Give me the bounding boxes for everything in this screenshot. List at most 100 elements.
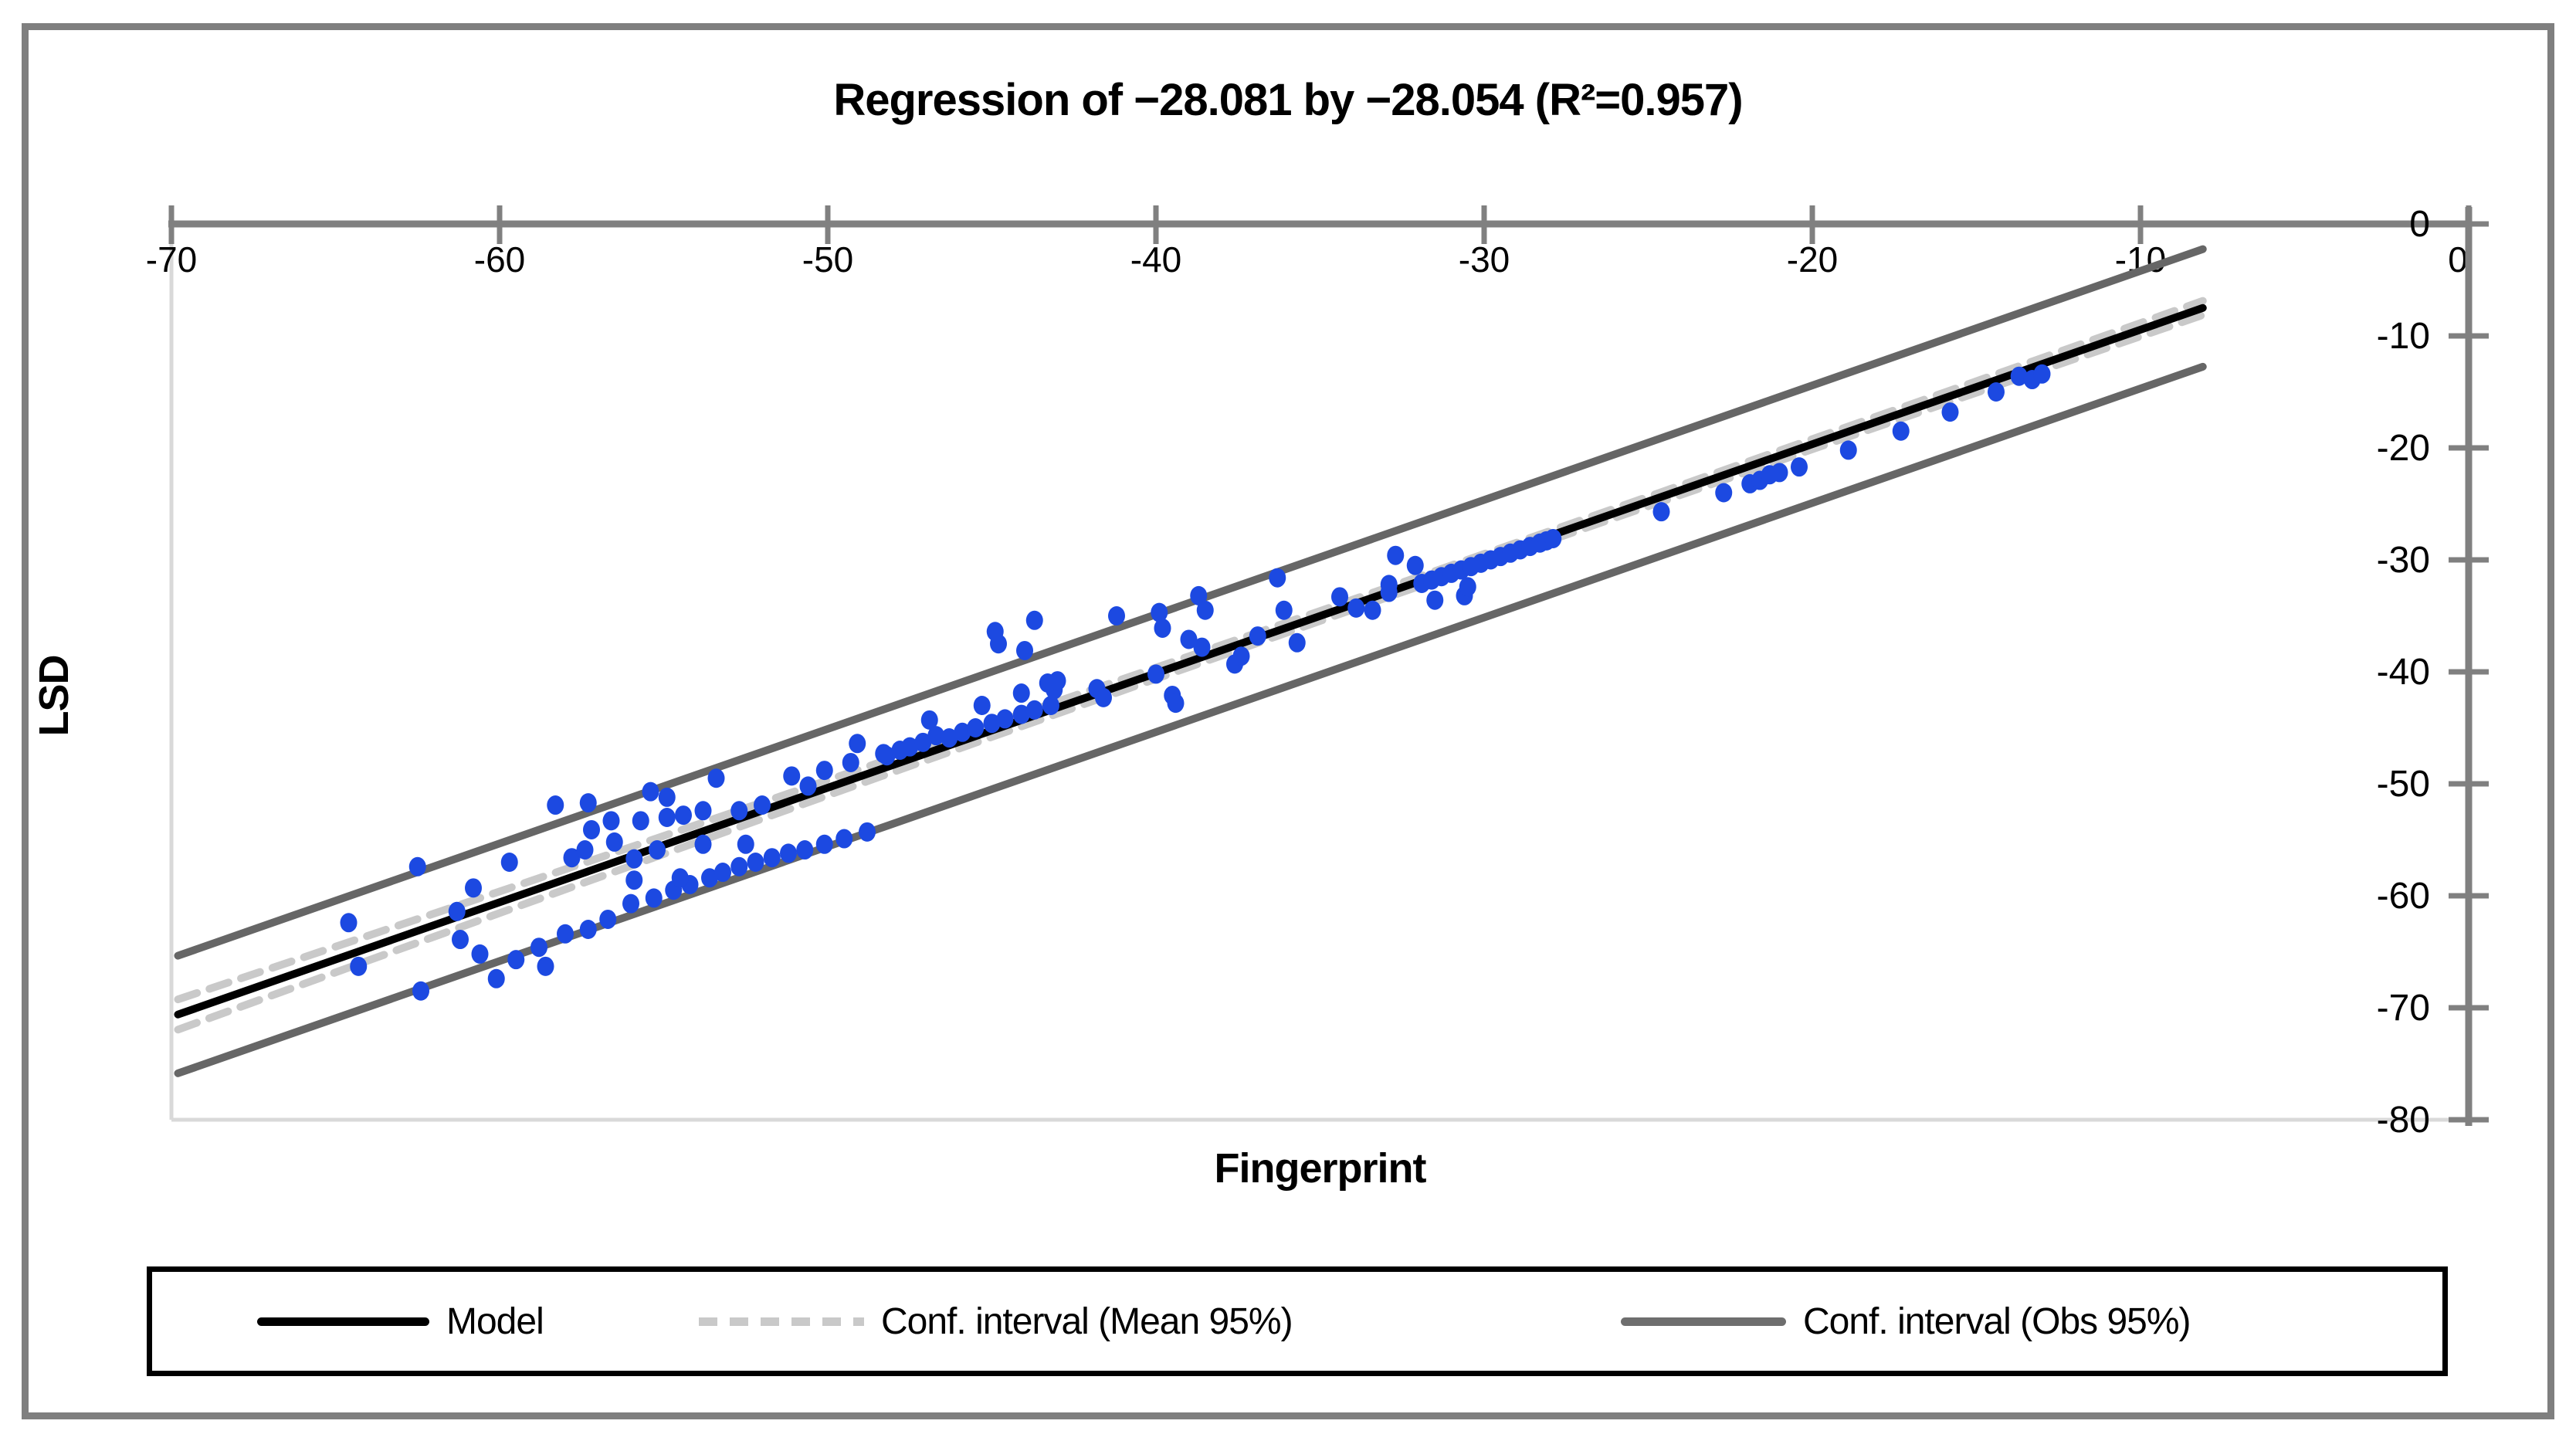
data-point — [859, 822, 876, 842]
chart-outer-frame — [22, 23, 2554, 1419]
data-point — [1941, 402, 1959, 422]
legend-item-ci-mean: Conf. interval (Mean 95%) — [699, 1272, 1293, 1371]
data-point — [2010, 366, 2028, 386]
data-point — [1025, 610, 1043, 630]
data-point — [452, 930, 469, 950]
chart-title: Regression of −28.081 by −28.054 (R²=0.9… — [833, 75, 1743, 125]
data-point — [1652, 502, 1670, 522]
ci-obs-lower — [174, 362, 2207, 1077]
x-tick-label: -40 — [1130, 239, 1181, 280]
data-point — [796, 840, 814, 860]
data-point — [675, 805, 692, 826]
data-point — [1147, 664, 1164, 684]
x-tick-label: -70 — [146, 239, 197, 280]
ci-mean-lower — [174, 310, 2207, 1034]
y-tick-label: -70 — [2377, 988, 2430, 1029]
data-point — [649, 840, 666, 860]
data-point — [658, 787, 676, 807]
data-point — [1190, 585, 1208, 605]
data-point — [783, 766, 801, 786]
data-point — [1196, 600, 1214, 620]
data-point — [583, 819, 600, 839]
legend-box: Model Conf. interval (Mean 95%) Conf. in… — [147, 1266, 2448, 1376]
data-point — [1042, 696, 1059, 715]
data-point — [1154, 618, 1171, 638]
data-point — [465, 878, 482, 898]
data-point — [990, 634, 1007, 654]
y-tick-label: -10 — [2377, 316, 2430, 357]
data-point — [901, 737, 919, 757]
data-point — [799, 776, 817, 796]
data-point — [1193, 637, 1211, 657]
ci-obs-upper — [174, 245, 2207, 960]
x-tick-label: -60 — [474, 239, 525, 280]
data-point — [1988, 382, 2005, 402]
data-point — [914, 732, 932, 752]
data-point — [471, 944, 489, 964]
data-point — [340, 913, 358, 933]
data-point — [694, 834, 712, 854]
data-point — [701, 868, 718, 888]
data-point — [408, 856, 426, 876]
data-point — [602, 811, 620, 831]
data-point — [941, 728, 958, 748]
data-point — [1012, 704, 1030, 724]
data-point — [707, 768, 725, 788]
ci-obs-line-sample — [1621, 1317, 1786, 1326]
data-point — [737, 834, 754, 854]
legend-item-model: Model — [257, 1272, 544, 1371]
data-point — [557, 924, 574, 944]
data-point — [996, 709, 1014, 729]
y-tick-label: -80 — [2377, 1100, 2430, 1141]
legend-label-model: Model — [446, 1300, 544, 1342]
data-point — [599, 909, 617, 929]
data-point — [1167, 693, 1185, 714]
data-point — [730, 801, 748, 821]
data-point — [350, 956, 368, 976]
legend-label-ci-obs: Conf. interval (Obs 95%) — [1803, 1300, 2191, 1342]
data-point — [1151, 602, 1168, 622]
legend-label-ci-mean: Conf. interval (Mean 95%) — [881, 1300, 1293, 1342]
data-point — [920, 710, 938, 730]
data-point — [625, 870, 643, 890]
model-line-sample — [257, 1317, 429, 1326]
x-tick-label: -50 — [802, 239, 853, 280]
x-tick-label: -20 — [1787, 239, 1838, 280]
y-tick-label: -60 — [2377, 876, 2430, 917]
data-point — [1426, 590, 1444, 610]
ci-mean-line-sample — [699, 1317, 864, 1326]
data-point — [1459, 577, 1476, 597]
data-point — [1016, 640, 1033, 660]
data-point — [1544, 528, 1562, 548]
data-point — [1839, 440, 1857, 460]
data-point — [983, 714, 1001, 734]
data-point — [730, 856, 748, 876]
data-point — [1380, 582, 1398, 602]
data-point — [1108, 606, 1125, 626]
data-point — [487, 968, 505, 988]
data-point — [1269, 568, 1286, 588]
data-point — [507, 950, 525, 970]
data-point — [658, 808, 676, 827]
data-point — [622, 893, 639, 914]
data-point — [1406, 555, 1424, 575]
data-point — [563, 848, 581, 868]
data-point — [642, 782, 659, 802]
data-point — [694, 801, 712, 821]
data-point — [747, 853, 764, 872]
data-point — [1232, 646, 1250, 666]
y-tick-label: -20 — [2377, 428, 2430, 469]
data-point — [632, 811, 649, 831]
y-tick-label: 0 — [2409, 204, 2430, 245]
data-point — [815, 761, 833, 781]
data-point — [714, 863, 731, 883]
data-point — [973, 696, 991, 715]
x-tick-label: -30 — [1459, 239, 1510, 280]
data-point — [576, 840, 594, 860]
data-point — [537, 956, 554, 976]
y-tick-label: -40 — [2377, 652, 2430, 693]
data-point — [1275, 600, 1293, 620]
data-point — [1364, 600, 1381, 620]
data-point — [754, 795, 771, 815]
